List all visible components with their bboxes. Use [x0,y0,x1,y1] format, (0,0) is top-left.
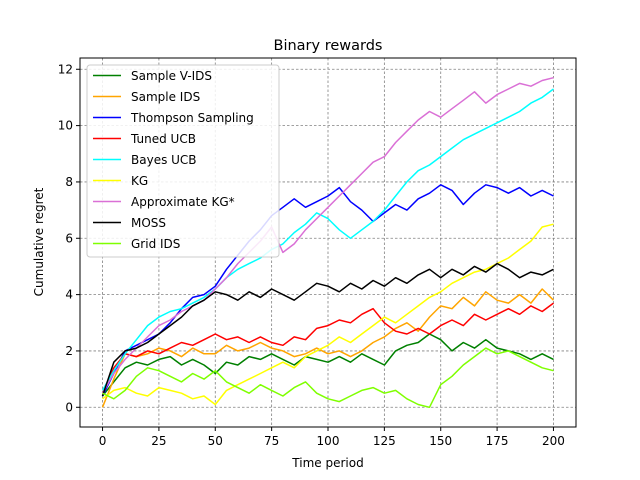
series-lines [101,76,555,409]
y-tick-label: 12 [58,62,73,76]
y-tick-label: 6 [65,231,73,245]
legend-entry-label: Tuned UCB [130,132,196,146]
chart-title: Binary rewards [274,38,383,54]
legend-entry-label: Thompson Sampling [130,111,254,125]
legend-entry-label: MOSS [131,216,166,230]
legend-entry-label: KG [131,174,148,188]
legend-entry-label: Sample V-IDS [131,69,212,83]
x-tick-label: 200 [542,434,565,448]
y-axis-ticks: 0 2 4 6 8 10 12 [58,62,80,414]
legend-entry-label: Sample IDS [131,90,200,104]
y-tick-label: 4 [65,288,73,302]
series-line-4 [101,88,554,391]
x-axis-ticks: 0 25 50 75 100 125 150 175 200 [99,427,565,448]
x-tick-label: 125 [373,434,396,448]
x-tick-label: 25 [151,434,166,448]
legend: Sample V-IDS Sample IDS Thompson Sampling T… [86,64,280,258]
series-line-8 [102,347,554,409]
legend-entry-label: Approximate KG* [131,195,235,209]
x-tick-label: 175 [486,434,509,448]
y-tick-label: 8 [65,175,73,189]
y-tick-label: 10 [58,119,73,133]
legend-entry-label: Grid IDS [131,237,180,251]
y-axis-label: Cumulative regret [32,187,46,296]
legend-entry-label: Bayes UCB [131,153,197,167]
series-line-3 [101,302,554,394]
x-tick-label: 0 [99,434,107,448]
series-line-6 [101,76,554,394]
series-line-7 [101,262,554,397]
legend-box [86,64,280,258]
series-line-5 [102,223,554,406]
y-tick-label: 2 [65,344,73,358]
x-tick-label: 75 [264,434,279,448]
series-line-1 [101,288,555,408]
x-tick-label: 150 [429,434,452,448]
x-tick-label: 100 [317,434,340,448]
y-tick-label: 0 [65,400,73,414]
series-line-0 [101,333,554,397]
x-axis-label: Time period [291,456,363,470]
x-tick-label: 50 [208,434,223,448]
